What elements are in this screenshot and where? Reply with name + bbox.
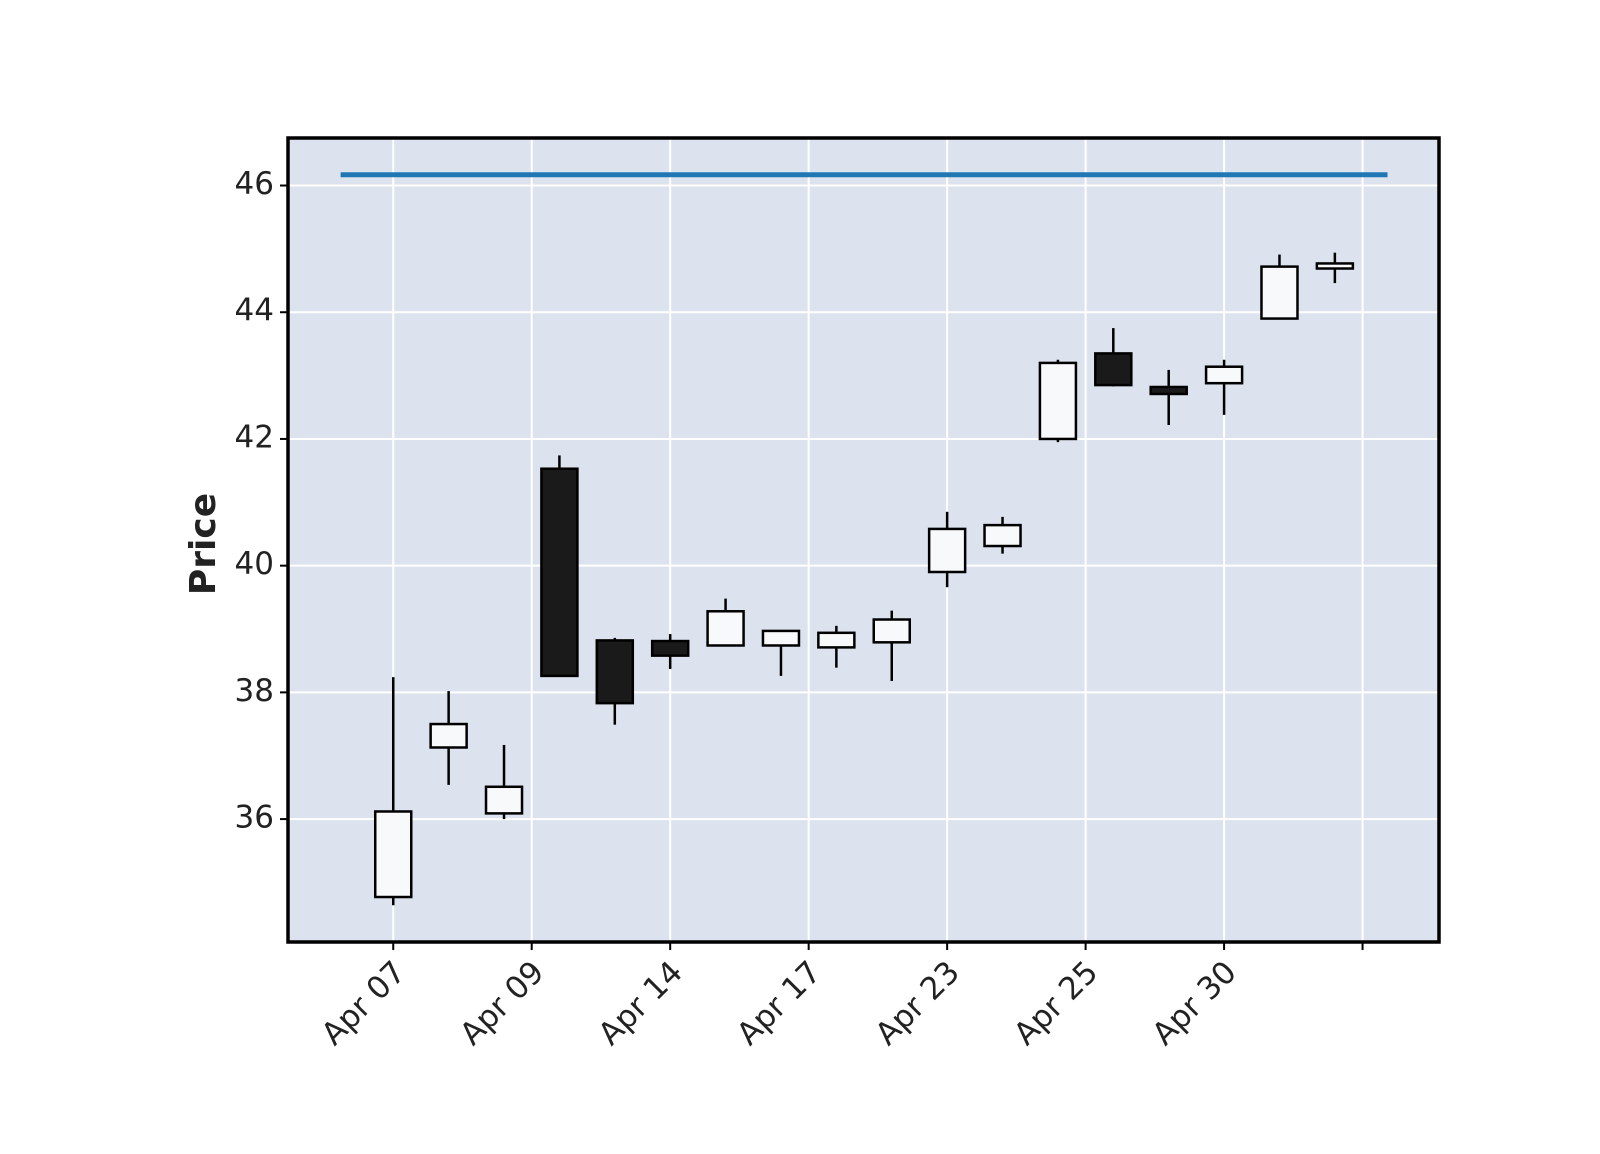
y-tick-label: 36	[235, 800, 274, 836]
x-tick-label: Apr 17	[730, 954, 828, 1052]
candle-body	[1094, 352, 1133, 387]
candle-body	[1315, 262, 1355, 270]
candle-body	[1204, 365, 1244, 385]
candle-body	[650, 639, 690, 657]
candle-body	[761, 629, 801, 647]
candle-body	[1260, 265, 1299, 320]
y-tick-label: 38	[235, 673, 274, 709]
candle-body	[817, 631, 856, 649]
x-tick-label: Apr 30	[1146, 954, 1244, 1052]
candle-body	[706, 610, 745, 647]
x-tick-label: Apr 14	[592, 954, 690, 1052]
x-tick-label: Apr 09	[453, 954, 551, 1052]
y-tick-label: 44	[235, 293, 274, 329]
candle-body	[429, 722, 468, 749]
y-tick-label: 46	[235, 166, 274, 202]
candle-body	[927, 527, 967, 574]
x-tick-label: Apr 07	[315, 954, 413, 1052]
y-axis-label: Price	[183, 493, 224, 595]
candle-body	[1149, 385, 1188, 396]
candle-body	[983, 523, 1022, 548]
x-tick-label: Apr 25	[1007, 954, 1105, 1052]
x-tick-label: Apr 23	[869, 954, 967, 1052]
y-tick-label: 40	[235, 546, 274, 582]
candle-body	[484, 785, 524, 815]
candle-body	[1038, 361, 1078, 441]
candle-body	[595, 639, 635, 705]
y-tick-label: 42	[235, 419, 274, 455]
plot-background	[288, 138, 1439, 942]
candle-body	[373, 810, 413, 899]
plot-frame	[286, 136, 1441, 944]
candle-body	[872, 618, 912, 644]
candle-body	[540, 467, 579, 678]
